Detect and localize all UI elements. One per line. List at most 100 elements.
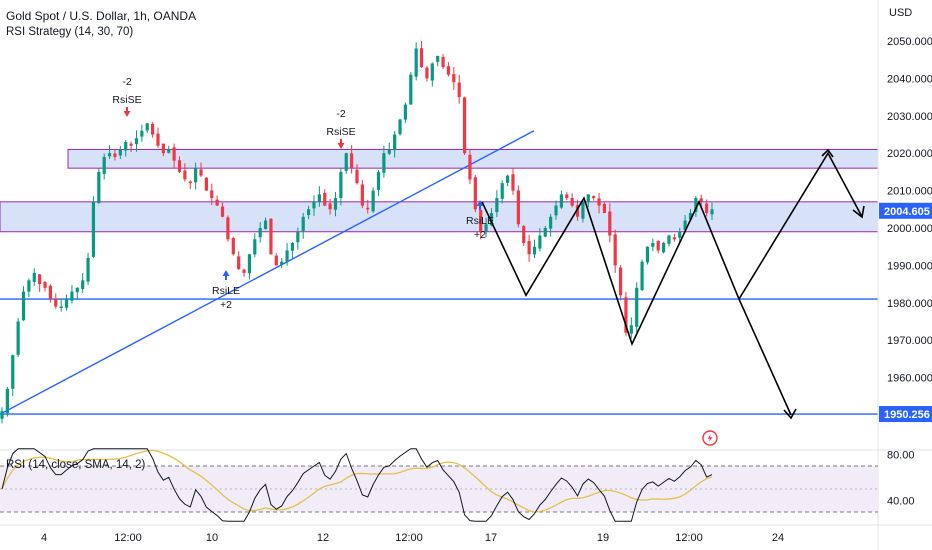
- candle-body: [317, 194, 321, 202]
- candle: [151, 122, 155, 138]
- candle: [371, 187, 375, 213]
- candle: [468, 148, 472, 185]
- candle: [156, 127, 160, 148]
- candle: [457, 74, 461, 104]
- candle: [183, 163, 187, 182]
- candle-body: [86, 257, 90, 282]
- candle: [403, 102, 408, 123]
- candle: [81, 273, 85, 293]
- candle: [172, 143, 176, 168]
- candle-body: [403, 104, 408, 120]
- candle: [425, 65, 429, 82]
- candle-body: [608, 211, 612, 236]
- candle-body: [177, 160, 182, 172]
- candle: [102, 153, 106, 180]
- candle-body: [446, 66, 451, 75]
- candle-body: [500, 183, 504, 199]
- rsi-legend[interactable]: RSI (14, close, SMA, 14, 2): [6, 459, 146, 471]
- candle: [317, 186, 321, 207]
- candle-body: [350, 153, 354, 169]
- candle-body: [656, 240, 660, 251]
- candle-body: [425, 67, 429, 79]
- candle: [161, 143, 165, 157]
- candle: [667, 234, 671, 247]
- price-tick-label: 2010.000: [887, 186, 932, 198]
- price-tick-label: 2000.000: [887, 223, 932, 235]
- candle: [694, 195, 698, 217]
- candle: [97, 168, 101, 204]
- candle-body: [457, 82, 461, 98]
- candle: [592, 195, 596, 201]
- candle: [473, 175, 477, 213]
- candle-body: [5, 388, 9, 413]
- candle-body: [484, 224, 488, 232]
- signal-qty: +2: [474, 229, 486, 241]
- candle: [54, 293, 58, 309]
- price-tick-label: 1960.000: [887, 373, 932, 385]
- candle: [479, 208, 483, 240]
- candle-body: [81, 280, 85, 290]
- time-tick-label: 12:00: [114, 532, 142, 544]
- candles: [0, 40, 714, 424]
- candle: [661, 241, 666, 254]
- candle-body: [21, 291, 26, 321]
- candle: [258, 222, 262, 243]
- time-tick-label: 24: [772, 532, 784, 544]
- support-price-tag-bg: [879, 406, 932, 423]
- candle-body: [237, 256, 241, 270]
- candle: [419, 40, 424, 69]
- candle-body: [140, 130, 144, 137]
- candle-body: [468, 154, 472, 180]
- candle: [511, 168, 515, 195]
- candle-body: [54, 298, 58, 307]
- time-tick-label: 12:00: [395, 532, 423, 544]
- candle-body: [129, 143, 133, 146]
- candle: [194, 162, 198, 190]
- price-axis-ticks[interactable]: 1960.000 1970.000 1980.000 1990.000 2000.000…: [887, 36, 932, 385]
- candle: [430, 62, 434, 87]
- candle-body: [48, 285, 53, 300]
- candle: [527, 234, 531, 262]
- candle: [280, 258, 284, 269]
- candle: [500, 180, 504, 204]
- candle-body: [597, 198, 601, 206]
- signal-rsile-3: RsiLE +2: [466, 200, 494, 241]
- candle-body: [134, 138, 139, 145]
- candle-body: [64, 299, 69, 308]
- projection-arrowhead-up: [821, 148, 834, 158]
- candle-body: [549, 216, 553, 229]
- candle: [656, 240, 660, 254]
- candle: [237, 251, 241, 270]
- candle-body: [694, 198, 698, 212]
- candle-body: [124, 141, 128, 151]
- candle: [586, 194, 590, 208]
- candle-body: [559, 194, 563, 208]
- signal-qty: -2: [122, 76, 131, 88]
- candle-body: [538, 235, 542, 249]
- lightning-icon[interactable]: [702, 430, 718, 446]
- time-axis-ticks[interactable]: 4 12:00 10 12 12:00 17 19 12:00 24: [41, 532, 784, 544]
- candle: [59, 298, 63, 312]
- candle-body: [688, 213, 693, 220]
- candle: [134, 130, 139, 152]
- candle: [145, 123, 149, 134]
- candle: [549, 213, 553, 237]
- candle-body: [570, 197, 574, 206]
- time-tick-label: 19: [597, 532, 609, 544]
- candle: [618, 265, 623, 301]
- candle-body: [489, 213, 494, 226]
- price-zones: [0, 148, 879, 233]
- candle-body: [188, 181, 192, 184]
- candle: [188, 180, 192, 189]
- candle: [107, 145, 112, 159]
- candle-body: [118, 149, 122, 156]
- signal-label: RsiLE: [212, 285, 240, 297]
- candle-body: [705, 203, 709, 214]
- candle-body: [70, 291, 74, 301]
- candle: [678, 227, 682, 243]
- candle: [495, 190, 499, 218]
- candle-body: [183, 170, 187, 180]
- candle-body: [312, 201, 316, 209]
- candle: [269, 218, 273, 255]
